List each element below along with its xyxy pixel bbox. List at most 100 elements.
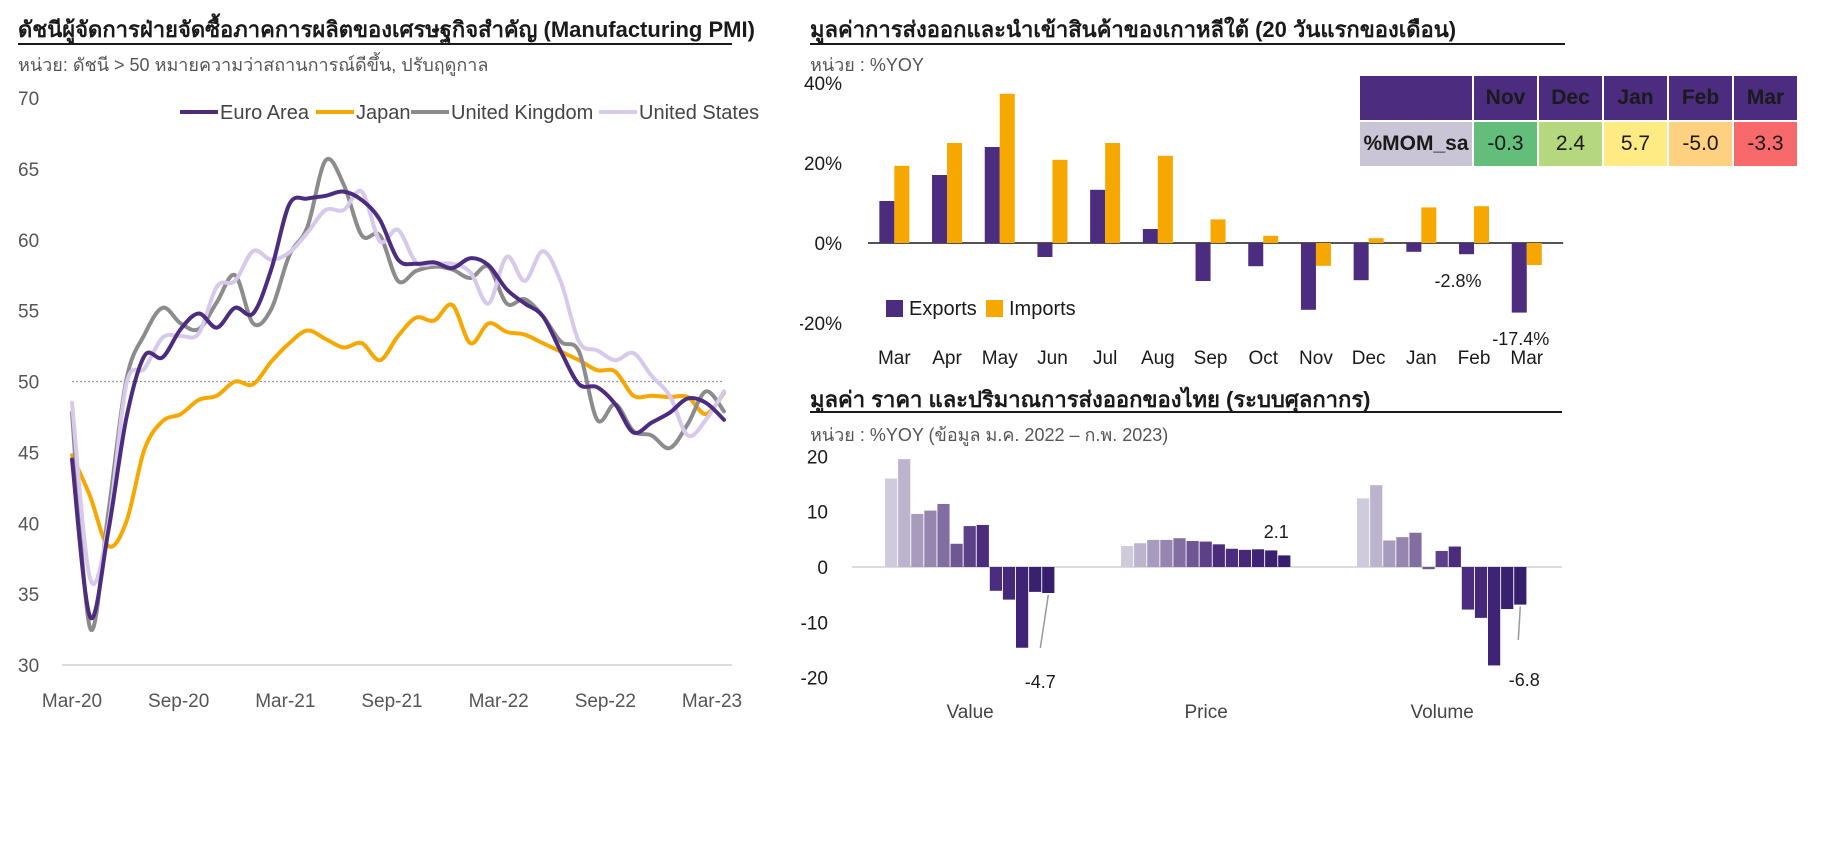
korea-imports-bar (1157, 155, 1173, 243)
pmi-x-tick-label: Mar-22 (469, 691, 529, 712)
korea-x-tick-label: Nov (1299, 348, 1333, 369)
korea-exports-bar (1406, 243, 1422, 252)
korea-x-tick-label: Apr (932, 348, 962, 369)
korea-exports-bar (984, 147, 1000, 243)
thai-bar-price (1134, 543, 1147, 567)
thai-chart-title: มูลค่า ราคา และปริมาณการส่งออกของไทย (ระ… (810, 387, 1371, 412)
mom-value-cell: -3.3 (1734, 122, 1797, 166)
mom-table-value-row: %MOM_sa -0.3 2.4 5.7 -5.0 -3.3 (1360, 122, 1797, 166)
thai-bar-price (1186, 541, 1199, 567)
thai-bar-volume (1514, 567, 1527, 605)
pmi-legend-label: United States (639, 102, 759, 124)
korea-y-tick-label: 0% (815, 234, 843, 255)
thai-callout-leader-value (1039, 594, 1050, 649)
pmi-y-tick-label: 40 (18, 514, 39, 535)
korea-x-tick-label: Sep (1194, 348, 1228, 369)
korea-y-tick-label: -20% (800, 314, 842, 335)
thai-bar-volume (1461, 567, 1474, 610)
pmi-legend-label: Euro Area (220, 102, 310, 124)
pmi-title-rule (18, 43, 732, 45)
korea-exports-bar (1459, 243, 1475, 255)
korea-imports-bar (1368, 238, 1384, 243)
thai-export-bar-chart: -20 -10 0 10 20 Value Price Volume -4.7 2.1 -6.8 (801, 447, 1562, 723)
korea-x-tick-label: Mar (1510, 348, 1543, 369)
korea-imports-bar (1421, 207, 1437, 243)
korea-x-tick-label: Mar (878, 348, 911, 369)
thai-bar-value (1042, 567, 1055, 593)
thai-x-category-label: Value (947, 702, 994, 723)
thai-bar-value (1016, 567, 1029, 648)
korea-imports-bar (999, 93, 1015, 243)
korea-x-tick-label: Jan (1406, 348, 1437, 369)
mom-value-cell: 2.4 (1539, 122, 1602, 166)
thai-bar-volume (1422, 567, 1435, 570)
thai-bar-volume (1488, 567, 1501, 666)
korea-x-tick-label: May (982, 348, 1018, 369)
pmi-legend-label: United Kingdom (451, 102, 593, 124)
thai-callout-leader-volume (1517, 606, 1522, 641)
korea-x-tick-label: Dec (1352, 348, 1386, 369)
thai-y-tick-label: -10 (801, 613, 828, 634)
thai-x-category-label: Price (1185, 702, 1228, 723)
thai-bar-volume (1396, 537, 1409, 567)
pmi-series-line (70, 156, 726, 633)
korea-exports-bar (1300, 243, 1316, 310)
mom-table-header-row: Nov Dec Jan Feb Mar (1360, 76, 1797, 120)
korea-unit-label: หน่วย : %YOY (810, 55, 924, 75)
thai-bar-price (1252, 549, 1265, 567)
korea-title-rule (810, 43, 1565, 45)
pmi-x-tick-label: Sep-22 (575, 691, 636, 712)
pmi-y-tick-label: 45 (18, 443, 39, 464)
thai-bar-volume (1448, 546, 1461, 567)
thai-bar-price (1225, 548, 1238, 567)
thai-bar-volume (1409, 532, 1422, 567)
mom-value-cell: -0.3 (1474, 122, 1537, 166)
thai-bar-value (924, 510, 937, 567)
thai-bar-price (1147, 539, 1160, 567)
mom-table: Nov Dec Jan Feb Mar %MOM_sa -0.3 2.4 5.7… (1358, 74, 1799, 168)
thai-bar-value (1029, 567, 1042, 592)
thai-bar-volume (1474, 567, 1488, 618)
korea-y-tick-label: 20% (804, 154, 842, 175)
thai-unit-label: หน่วย : %YOY (ข้อมูล ม.ค. 2022 – ก.พ. 20… (810, 425, 1169, 445)
mom-table-corner (1360, 76, 1472, 120)
thai-bar-volume (1435, 550, 1448, 567)
thai-bar-price (1160, 539, 1173, 567)
korea-imports-bar (1526, 243, 1542, 265)
korea-data-label-mar: -17.4% (1492, 329, 1549, 349)
korea-x-tick-label: Feb (1458, 348, 1491, 369)
korea-imports-bar (1105, 143, 1121, 243)
korea-exports-bar (932, 175, 948, 243)
pmi-x-tick-label: Sep-20 (148, 691, 209, 712)
mom-value-cell: -5.0 (1669, 122, 1732, 166)
korea-exports-bar (1037, 243, 1053, 257)
korea-bar-chart: -20% 0% 20% 40% Mar Apr May Jun Jul Aug Sep Oct Nov D… (800, 74, 1564, 369)
thai-bar-volume (1370, 485, 1383, 567)
pmi-y-tick-label: 65 (18, 160, 39, 181)
thai-bar-price (1238, 549, 1252, 567)
thai-title-rule (810, 411, 1562, 413)
thai-callout-price: 2.1 (1264, 522, 1289, 542)
korea-exports-bar (1195, 243, 1211, 281)
thai-bar-price (1199, 541, 1212, 567)
thai-bar-price (1121, 545, 1134, 567)
korea-imports-bar (1315, 243, 1331, 266)
thai-bar-value (885, 478, 898, 567)
thai-y-tick-label: 0 (817, 558, 828, 579)
pmi-x-tick-label: Sep-21 (361, 691, 422, 712)
korea-y-tick-label: 40% (804, 74, 842, 95)
korea-chart-title: มูลค่าการส่งออกและนำเข้าสินค้าของเกาหลีใ… (810, 17, 1457, 42)
pmi-y-tick-label: 50 (18, 373, 39, 394)
korea-imports-bar (1263, 235, 1279, 243)
thai-bar-value (898, 459, 911, 567)
thai-y-tick-label: -20 (801, 669, 828, 690)
thai-bar-value (1002, 567, 1016, 600)
thai-x-category-label: Volume (1410, 702, 1473, 723)
pmi-y-tick-label: 35 (18, 585, 39, 606)
korea-imports-bar (894, 165, 910, 243)
thai-bar-volume (1501, 567, 1514, 610)
korea-imports-bar (1052, 159, 1068, 243)
pmi-x-tick-label: Mar-21 (255, 691, 315, 712)
mom-row-label: %MOM_sa (1360, 122, 1472, 166)
thai-bar-value (976, 524, 989, 567)
